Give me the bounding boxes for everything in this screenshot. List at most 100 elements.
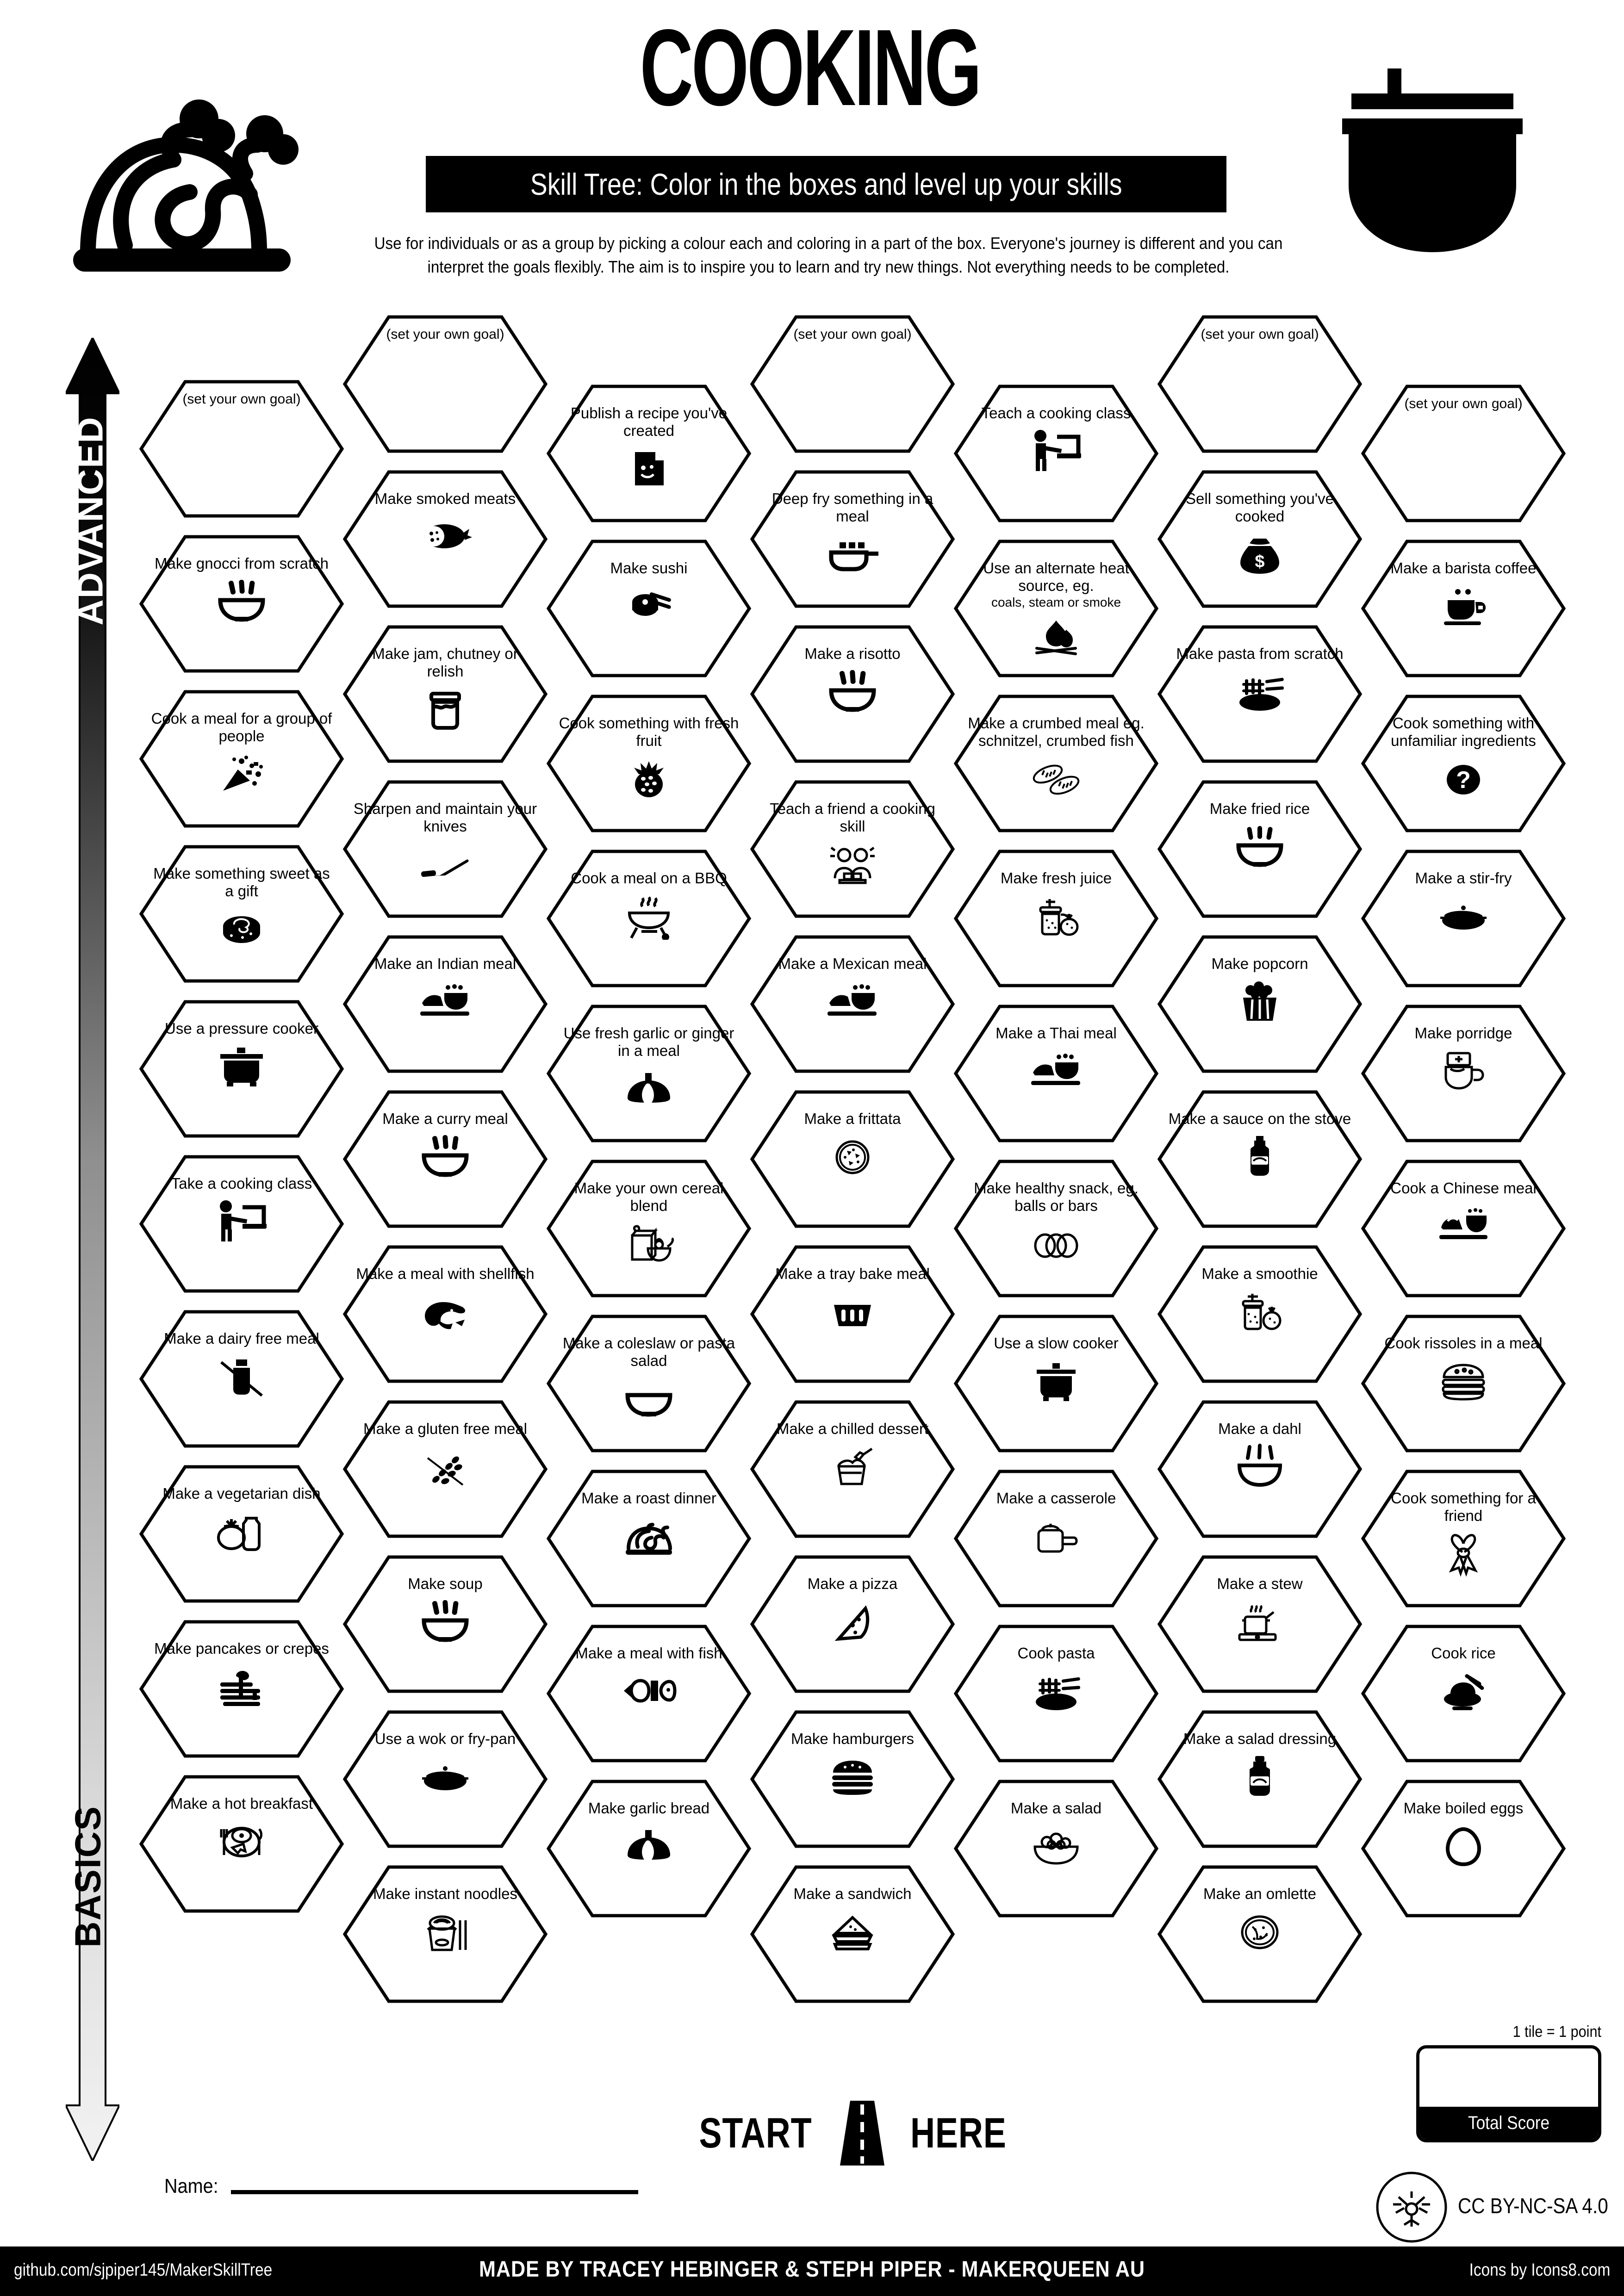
skill-hex-tile[interactable]: Make a meal with fish [546,1624,752,1763]
chef-knife-icon [417,840,473,888]
github-link[interactable]: github.com/sjpiper145/MakerSkillTree [14,2260,273,2280]
skill-hex-tile[interactable]: Use a wok or fry-pan [342,1710,548,1849]
skill-hex-tile[interactable]: Make a risotto [750,625,955,763]
skill-hex-tile[interactable]: Teach a cooking class [953,384,1159,523]
skill-hex-tile[interactable]: Make a chilled dessert [750,1400,955,1539]
skill-tile-label: Make a Thai meal [996,1024,1117,1042]
skill-hex-tile[interactable]: Make a stew [1157,1555,1363,1694]
skill-hex-tile[interactable]: Cook a Chinese meal [1361,1159,1566,1298]
skill-hex-tile[interactable]: Cook something with fresh fruit [546,694,752,833]
skill-tile-label: Use fresh garlic or ginger in a meal [563,1024,734,1060]
skill-hex-tile[interactable]: Make instant noodles [342,1865,548,2004]
skill-hex-tile[interactable]: Make boiled eggs [1361,1779,1566,1918]
skill-hex-tile[interactable]: Make porridge [1361,1004,1566,1143]
two-people-laptop-icon [825,840,880,888]
skill-hex-tile[interactable]: Make smoked meats [342,470,548,608]
skill-tile-label: Cook something for a friend [1391,1489,1536,1525]
skill-hex-tile[interactable]: Take a cooking class [139,1154,344,1293]
skill-hex-tile[interactable]: Make a pizza [750,1555,955,1694]
hex-outline [750,1400,955,1538]
skill-hex-tile[interactable]: Teach a friend a cooking skill [750,780,955,918]
skill-hex-tile[interactable]: Make a curry meal [342,1090,548,1229]
skill-hex-tile[interactable]: Make a sandwich [750,1865,955,2004]
skill-hex-tile[interactable]: Make a salad dressing [1157,1710,1363,1849]
skill-tile-label: Cook a meal on a BBQ [571,869,727,887]
skill-tile-label: Make a salad dressing [1183,1730,1337,1747]
skill-hex-tile[interactable]: Make a casserole [953,1469,1159,1608]
skill-hex-tile[interactable]: Make a frittata [750,1090,955,1229]
skill-hex-tile[interactable]: Make fresh juice [953,849,1159,988]
skill-hex-tile[interactable]: Cook a meal for a group of people [139,689,344,828]
skill-hex-tile[interactable]: Use fresh garlic or ginger in a meal [546,1004,752,1143]
skill-hex-tile[interactable]: Make a gluten free meal [342,1400,548,1539]
hex-outline [342,1865,548,2003]
skill-hex-tile[interactable]: Make healthy snack, eg. balls or bars [953,1159,1159,1298]
skill-hex-tile[interactable]: Make popcorn [1157,935,1363,1074]
skill-hex-tile[interactable]: Use an alternate heat source, eg. coals, … [953,539,1159,678]
skill-hex-tile[interactable]: (set your own goal) [139,379,344,518]
skill-hex-tile[interactable]: Make a crumbed meal eg. schnitzel, crumb… [953,694,1159,833]
skill-hex-tile[interactable]: Make hamburgers [750,1710,955,1849]
skill-hex-tile[interactable]: Deep fry something in a meal [750,470,955,608]
icons-credit[interactable]: Icons by Icons8.com [1469,2260,1610,2280]
skill-tile-label: (set your own goal) [182,391,301,407]
skill-hex-tile[interactable]: Make a roast dinner [546,1469,752,1608]
skill-hex-tile[interactable]: Make a Mexican meal [750,935,955,1074]
skill-hex-tile[interactable]: Make your own cereal blend [546,1159,752,1298]
skill-hex-tile[interactable]: (set your own goal) [342,315,548,453]
total-score-bar: Total Score [1419,2107,1598,2139]
skill-hex-tile[interactable]: Make garlic bread [546,1779,752,1918]
skill-hex-tile[interactable]: Make sushi [546,539,752,678]
skill-hex-tile[interactable]: Make gnocci from scratch [139,534,344,673]
skill-hex-tile[interactable]: Make pancakes or crepes [139,1620,344,1758]
skill-hex-tile[interactable]: Make a coleslaw or pasta salad [546,1314,752,1453]
skill-hex-tile[interactable]: Cook something with unfamiliar ingredien… [1361,694,1566,833]
skill-hex-tile[interactable]: Cook pasta [953,1624,1159,1763]
skill-hex-tile[interactable]: Make a tray bake meal [750,1245,955,1384]
skill-hex-tile[interactable]: Sell something you've cooked $ [1157,470,1363,608]
curry-plate-icon [417,977,473,1025]
skill-hex-tile[interactable]: Cook something for a friend [1361,1469,1566,1608]
skill-hex-tile[interactable]: Make a salad [953,1779,1159,1918]
skill-hex-tile[interactable]: Make jam, chutney or relish [342,625,548,763]
skill-hex-tile[interactable]: Make a stir-fry [1361,849,1566,988]
skill-hex-tile[interactable]: Make soup [342,1555,548,1694]
skill-hex-tile[interactable]: Make a vegetarian dish [139,1464,344,1603]
sushi-icon [621,582,677,630]
skill-hex-tile[interactable]: Sharpen and maintain your knives [342,780,548,918]
empty-bowl-icon [621,1375,677,1423]
skill-hex-tile[interactable]: Make fried rice [1157,780,1363,918]
total-score-box[interactable]: Total Score [1416,2045,1601,2142]
skill-hex-tile[interactable]: Make pasta from scratch [1157,625,1363,763]
tomato-milk-icon [214,1507,269,1555]
skill-hex-tile[interactable]: Make a dairy free meal [139,1309,344,1448]
skill-hex-tile[interactable]: Make a barista coffee [1361,539,1566,678]
swirl-cake-icon [214,905,269,953]
skill-hex-tile[interactable]: Cook rissoles in a meal [1361,1314,1566,1453]
skill-hex-tile[interactable]: (set your own goal) [1361,384,1566,523]
skill-hex-tile[interactable]: Use a pressure cooker [139,999,344,1138]
skill-hex-tile[interactable]: Make a sauce on the stove [1157,1090,1363,1229]
skill-hex-tile[interactable]: Make a hot breakfast [139,1775,344,1913]
name-field-row[interactable]: Name: [164,2166,720,2198]
skill-hex-tile[interactable]: Make an Indian meal [342,935,548,1074]
skill-hex-tile[interactable]: Make something sweet as a gift [139,844,344,983]
skill-hex-tile[interactable]: Publish a recipe you've created [546,384,752,523]
hex-outline [546,850,752,987]
skill-hex-tile[interactable]: Cook rice [1361,1624,1566,1763]
salad-bowl-icon [1028,1822,1084,1870]
axis-arrow-icon [66,338,119,2161]
name-input-line[interactable] [230,2190,638,2194]
skill-hex-tile[interactable]: Make a Thai meal [953,1004,1159,1143]
skill-hex-tile[interactable]: Cook a meal on a BBQ [546,849,752,988]
skill-hex-tile[interactable]: Make a dahl [1157,1400,1363,1539]
skill-tile-label: Make porridge [1414,1024,1512,1042]
skill-hex-tile[interactable]: Make a meal with shellfish [342,1245,548,1384]
cooking-pot-icon [1342,68,1523,252]
skill-hex-tile[interactable]: Use a slow cooker [953,1314,1159,1453]
skill-hex-tile[interactable]: Make an omlette [1157,1865,1363,2004]
skill-hex-tile[interactable]: Make a smoothie [1157,1245,1363,1384]
skill-hex-tile[interactable]: (set your own goal) [1157,315,1363,453]
skill-hex-tile[interactable]: (set your own goal) [750,315,955,453]
